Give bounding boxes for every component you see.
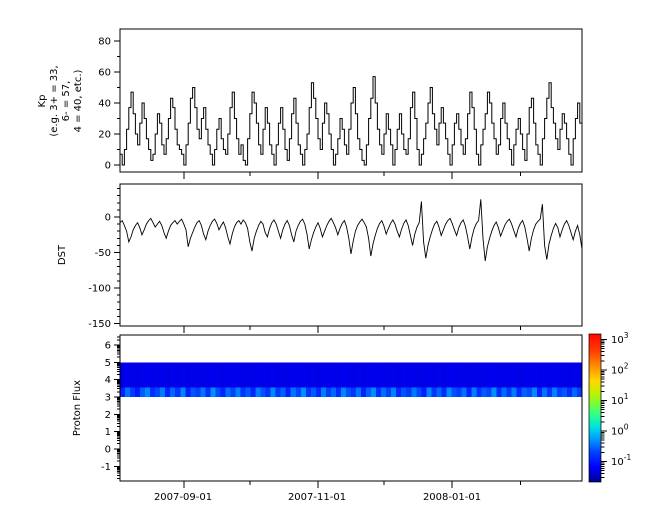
colorbar (588, 333, 602, 483)
kp-ytick-label-0: 0 (105, 161, 111, 172)
kp-ytick-label-4: 80 (98, 37, 111, 48)
x-tick-label-0: 2007-09-01 (154, 492, 212, 503)
proton-ytick-label-1: 5 (105, 358, 111, 369)
kp-ytick-label-1: 20 (98, 130, 111, 141)
proton-ytick-label-6: 0 (105, 445, 111, 456)
kp-axis-label-line-1: Kp (37, 94, 48, 108)
kp-axis-label-line-2: (e.g. 3+ = 33, (49, 65, 60, 137)
kp-ytick-label-3: 60 (98, 68, 111, 79)
axis-ticks (114, 40, 607, 488)
kp-panel-border (119, 28, 583, 173)
proton-ytick-labels: 6 5 4 3 2 1 0 -1 (101, 341, 111, 473)
proton-axis-label: Proton Flux (72, 379, 83, 437)
dst-panel-border (119, 183, 583, 327)
colorbar-tick-label-3: 100 (611, 423, 629, 438)
proton-panel-border (119, 334, 583, 482)
dst-series-line (119, 199, 583, 262)
proton-ytick-label-2: 4 (105, 375, 111, 386)
proton-ytick-label-7: -1 (101, 462, 111, 473)
dst-ytick-labels: 0 -50 -100 -150 (88, 213, 111, 331)
x-tick-labels: 2007-09-01 2007-11-01 2008-01-01 (154, 492, 481, 503)
proton-ytick-label-5: 1 (105, 427, 111, 438)
kp-ytick-label-2: 40 (98, 99, 111, 110)
colorbar-tick-label-2: 101 (611, 392, 629, 407)
proton-ytick-label-3: 3 (105, 393, 111, 404)
dst-axis-label: DST (57, 244, 68, 266)
dst-ytick-label-0: 0 (105, 213, 111, 224)
dst-ytick-label-3: -150 (88, 319, 111, 330)
kp-axis-label-line-3: 6- = 57, (61, 80, 72, 122)
proton-ytick-label-0: 6 (105, 341, 111, 352)
colorbar-tick-labels: 103 102 101 100 10-1 (611, 331, 631, 468)
kp-ytick-labels: 0 20 40 60 80 (98, 37, 111, 172)
proton-ytick-label-4: 2 (105, 410, 111, 421)
kp-axis-label: Kp (e.g. 3+ = 33, 6- = 57, 4 = 40, etc.) (37, 65, 85, 136)
proton-spectrogram (120, 362, 583, 398)
colorbar-tick-label-4: 10-1 (611, 453, 631, 468)
colorbar-tick-label-0: 103 (611, 331, 629, 346)
x-tick-label-2: 2008-01-01 (423, 492, 481, 503)
colorbar-tick-label-1: 102 (611, 362, 629, 377)
dst-ytick-label-2: -100 (88, 284, 111, 295)
kp-series-line (120, 76, 583, 166)
dst-ytick-label-1: -50 (95, 248, 111, 259)
x-tick-label-1: 2007-11-01 (288, 492, 346, 503)
kp-axis-label-line-4: 4 = 40, etc.) (73, 69, 84, 133)
